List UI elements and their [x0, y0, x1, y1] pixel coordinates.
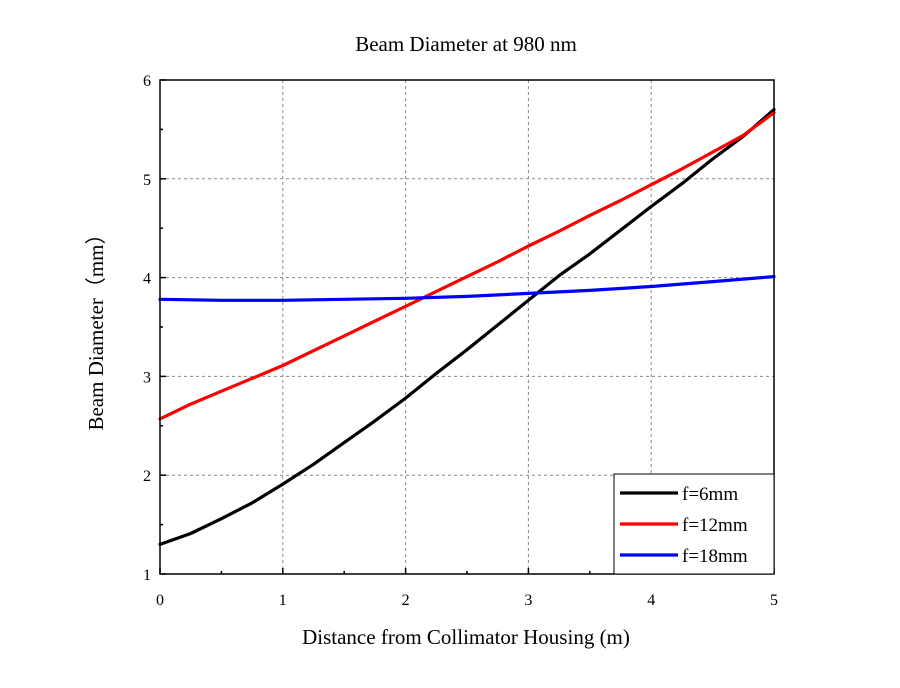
x-axis-label: Distance from Collimator Housing (m) — [302, 625, 630, 649]
chart-title: Beam Diameter at 980 nm — [355, 32, 577, 56]
x-tick-label: 3 — [524, 592, 532, 609]
y-tick-label: 4 — [143, 271, 151, 288]
y-axis-label: Beam Diameter（mm） — [84, 223, 108, 430]
y-tick-label: 1 — [143, 567, 151, 584]
y-tick-label: 6 — [143, 73, 151, 90]
legend-label: f=18mm — [682, 546, 748, 567]
y-tick-label: 3 — [143, 369, 151, 386]
x-tick-label: 5 — [770, 592, 778, 609]
series-layer — [158, 107, 776, 547]
y-tick-label: 2 — [143, 468, 151, 485]
legend: f=6mm f=12mm f=18mm — [613, 473, 775, 575]
x-tick-label: 4 — [647, 592, 655, 609]
y-tick-label: 5 — [143, 172, 151, 189]
series-line-f-18mm — [158, 275, 776, 302]
series-line-f-6mm — [158, 107, 776, 547]
x-tick-label: 2 — [402, 592, 410, 609]
legend-label: f=6mm — [682, 484, 738, 505]
series-line-f-12mm — [158, 110, 776, 421]
legend-label: f=12mm — [682, 515, 748, 536]
x-tick-label: 0 — [156, 592, 164, 609]
x-tick-label: 1 — [279, 592, 287, 609]
